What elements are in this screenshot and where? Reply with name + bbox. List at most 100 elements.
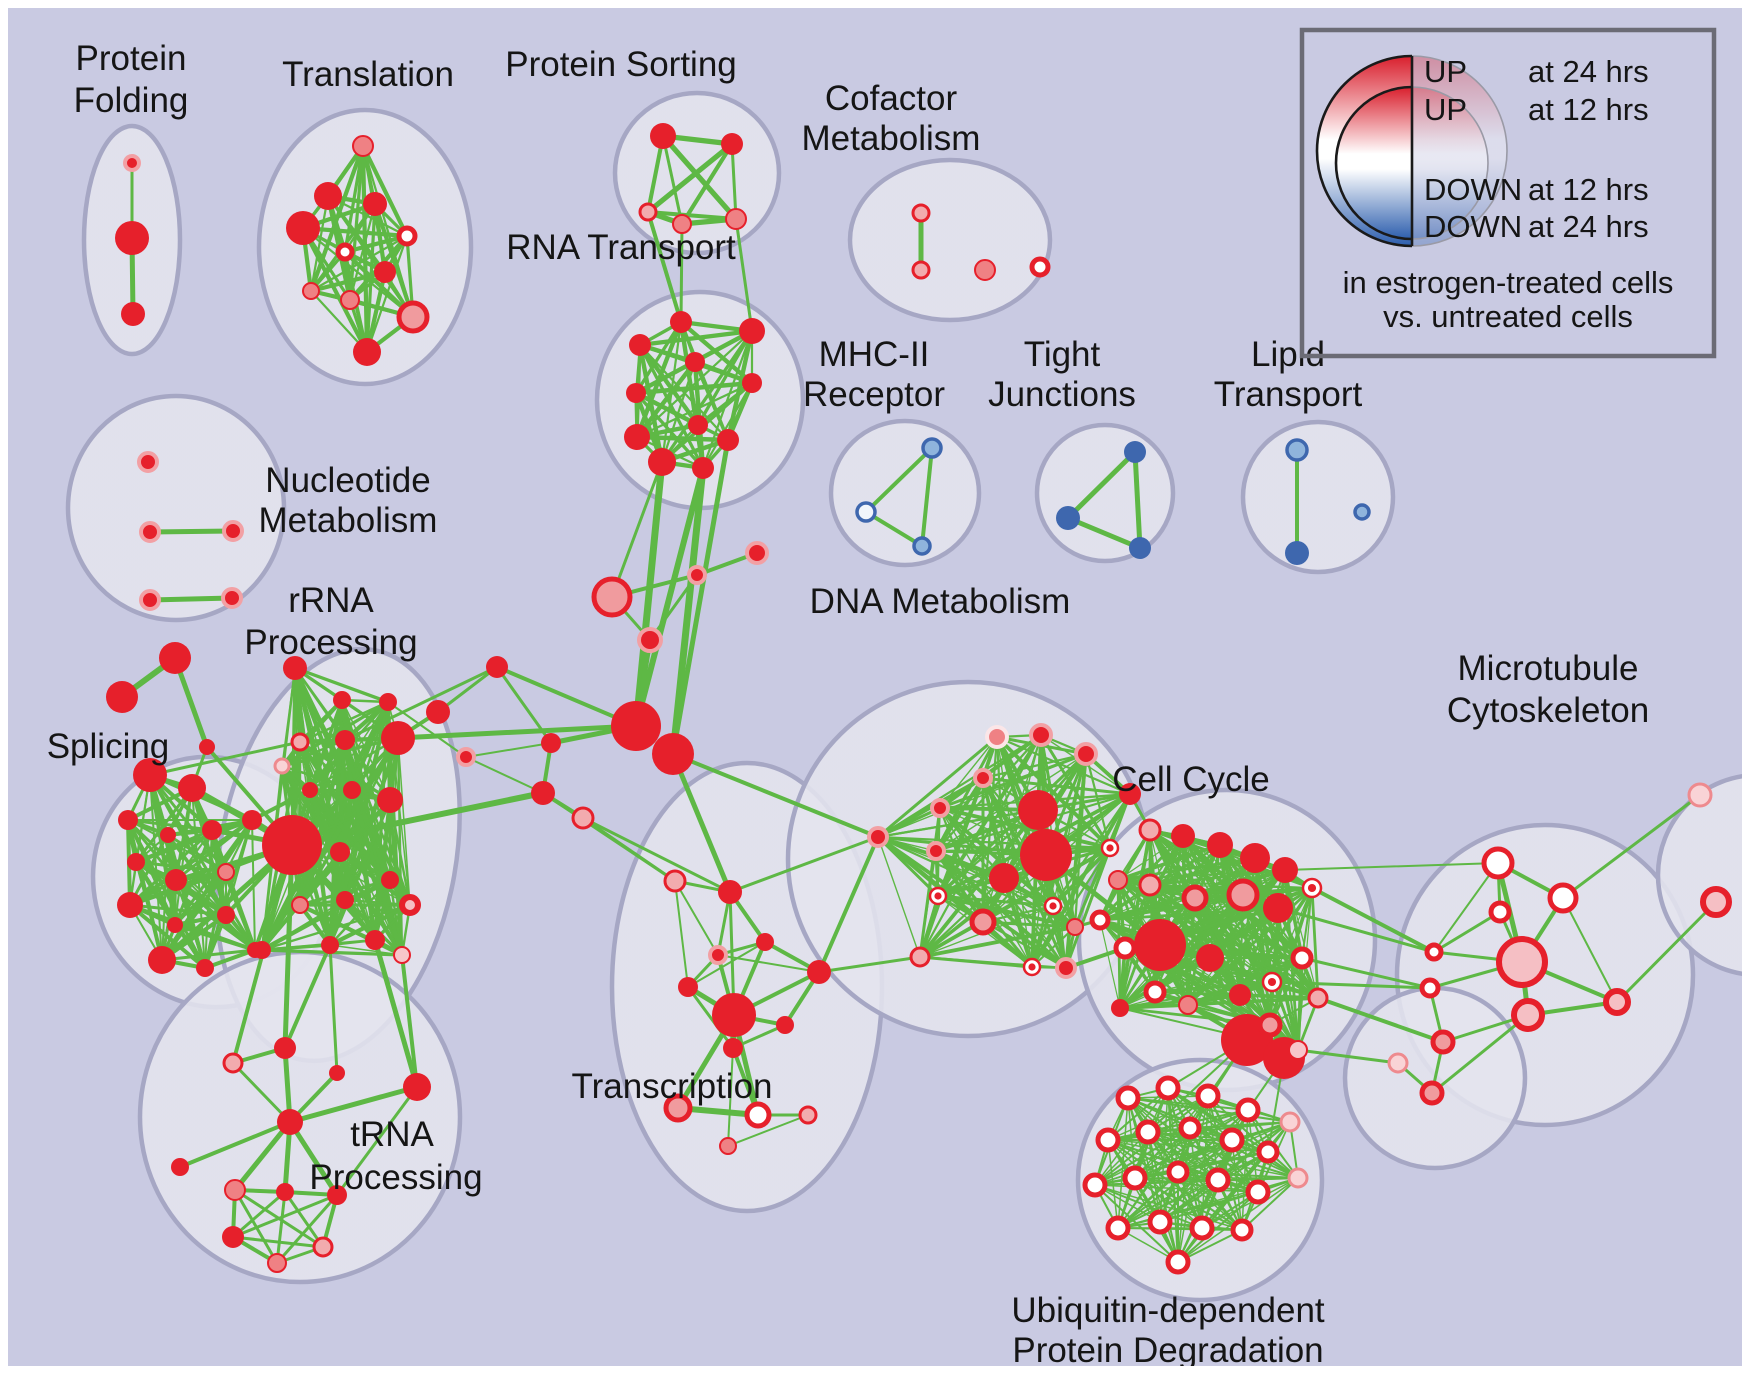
gene-node-mhc-ii-receptor-1	[855, 501, 877, 523]
gene-node-translation-0	[352, 135, 374, 157]
gene-node-connectors-18	[1419, 1080, 1445, 1106]
gene-node-transcription-2	[708, 945, 728, 965]
legend-direction-2: DOWN	[1424, 172, 1522, 207]
gene-node-trna-processing-11	[267, 1253, 287, 1273]
gene-node-core-cell-cycle-18	[1267, 977, 1277, 987]
gene-node-transcription-6	[712, 993, 756, 1037]
gene-node-connectors-6	[541, 733, 561, 753]
gene-node-protein-folding-0	[123, 154, 141, 172]
gene-node-splicing-13	[196, 959, 214, 977]
gene-node-ubiquitin-degradation-10	[1122, 1165, 1148, 1191]
gene-node-connectors-4	[611, 701, 661, 751]
gene-node-rrna-processing-4	[273, 757, 291, 775]
gene-node-rna-transport-3	[685, 352, 705, 372]
gene-node-trna-processing-6	[224, 1179, 246, 1201]
gene-node-ubiquitin-degradation-2	[1195, 1083, 1221, 1109]
gene-node-protein-folding-1	[115, 221, 149, 255]
gene-node-ubiquitin-degradation-0	[1115, 1085, 1141, 1111]
gene-node-trna-processing-7	[276, 1183, 294, 1201]
cluster-label-microtubule-cytoskeleton-line1: Cytoskeleton	[1447, 691, 1649, 730]
gene-node-splicing-7	[165, 869, 187, 891]
cluster-label-cell-cycle-line0: Cell Cycle	[1112, 760, 1270, 799]
gene-node-ubiquitin-degradation-4	[1095, 1127, 1121, 1153]
gene-node-microtubule-cytoskeleton-4	[1511, 998, 1545, 1032]
gene-node-rna-transport-7	[624, 424, 650, 450]
gene-node-ubiquitin-degradation-1	[1155, 1075, 1181, 1101]
cluster-ellipse-tight-junctions	[1034, 422, 1176, 564]
gene-node-cell-cycle-11	[1089, 909, 1111, 931]
cluster-label-nucleotide-metabolism-line0: Nucleotide	[265, 461, 430, 500]
gene-node-transcription-7	[776, 1016, 794, 1034]
gene-node-cell-cycle-1	[1171, 824, 1195, 848]
gene-node-tight-junctions-1	[1056, 506, 1080, 530]
gene-node-ubiquitin-degradation-5	[1135, 1119, 1161, 1145]
gene-node-translation-6	[374, 261, 396, 283]
gene-node-core-dna-metabolism-11	[1106, 844, 1114, 852]
gene-node-ubiquitin-degradation-8	[1256, 1140, 1280, 1164]
gene-node-nucleotide-metabolism-4	[221, 587, 243, 609]
cluster-label-tight-junctions-line0: Tight	[1024, 335, 1101, 374]
gene-node-splicing-12	[148, 946, 176, 974]
gene-node-cell-cycle-14	[1196, 944, 1224, 972]
gene-node-ubiquitin-degradation-15	[1147, 1209, 1173, 1235]
gene-node-dna-metabolism-7	[1018, 790, 1058, 830]
gene-node-lipid-transport-2	[1353, 503, 1371, 521]
cluster-label-protein-sorting-line0: Protein Sorting	[505, 45, 737, 84]
legend-time-0: at 24 hrs	[1528, 54, 1649, 89]
gene-node-splicing-11	[217, 906, 235, 924]
gene-node-ubiquitin-degradation-12	[1205, 1167, 1231, 1193]
legend-inner-disc-left	[1336, 87, 1412, 239]
gene-node-cell-cycle-19	[1290, 946, 1314, 970]
cluster-label-splicing-line0: Splicing	[47, 727, 170, 766]
legend-inner-disc-right	[1412, 87, 1488, 239]
legend-inner-outline-right	[1412, 86, 1489, 240]
gene-node-cell-cycle-4	[1272, 857, 1298, 883]
cluster-label-lipid-transport-line1: Transport	[1214, 375, 1363, 414]
cluster-label-tight-junctions-line1: Junctions	[988, 375, 1136, 414]
gene-node-microtubule-cytoskeleton-8	[1430, 1029, 1456, 1055]
gene-node-rrna-processing-5	[335, 730, 355, 750]
gene-node-rrna-processing-19	[393, 946, 411, 964]
gene-node-trna-processing-2	[329, 1065, 345, 1081]
cluster-label-cofactor-metabolism-line0: Cofactor	[825, 79, 958, 118]
gene-node-ubiquitin-degradation-11	[1166, 1160, 1190, 1184]
gene-node-trna-processing-8	[327, 1185, 347, 1205]
gene-node-core-dna-metabolism-12	[934, 892, 942, 900]
gene-node-protein-folding-2	[121, 302, 145, 326]
gene-node-microtubule-cytoskeleton-6	[1424, 942, 1444, 962]
gene-node-cell-cycle-12	[1113, 936, 1137, 960]
gene-node-dna-metabolism-8	[1020, 829, 1072, 881]
gene-node-dna-metabolism-1	[1029, 723, 1053, 747]
gene-node-ubiquitin-degradation-18	[1165, 1249, 1191, 1275]
gene-node-tight-junctions-0	[1124, 441, 1146, 463]
gene-node-rrna-processing-17	[253, 941, 271, 959]
gene-node-dna-metabolism-17	[1055, 957, 1077, 979]
gene-node-mhc-ii-receptor-2	[912, 536, 932, 556]
cluster-label-transcription-line0: Transcription	[572, 1067, 773, 1106]
gene-node-transcription-12	[719, 1137, 737, 1155]
cluster-label-trna-processing-line1: Processing	[309, 1158, 482, 1197]
gene-node-connectors-13	[106, 681, 138, 713]
gene-node-nucleotide-metabolism-0	[137, 451, 159, 473]
cluster-label-mhc-ii-receptor-line1: Receptor	[803, 375, 945, 414]
cluster-label-translation-line0: Translation	[282, 55, 454, 94]
gene-node-ubiquitin-degradation-17	[1230, 1218, 1254, 1242]
gene-node-ubiquitin-degradation-16	[1189, 1215, 1215, 1241]
gene-node-rrna-processing-11	[330, 842, 350, 862]
gene-node-connectors-2	[745, 541, 769, 565]
gene-node-rrna-processing-10	[262, 815, 322, 875]
gene-node-cofactor-metabolism-3	[1029, 256, 1051, 278]
gene-node-splicing-2	[118, 810, 138, 830]
gene-node-rna-transport-6	[688, 415, 708, 435]
cluster-label-dna-metabolism-line0: DNA Metabolism	[810, 582, 1071, 621]
gene-node-connectors-0	[591, 576, 633, 618]
gene-node-connectors-7	[531, 781, 555, 805]
gene-node-cofactor-metabolism-0	[911, 203, 931, 223]
cluster-label-trna-processing-line0: tRNA	[350, 1115, 434, 1154]
gene-node-splicing-0	[133, 758, 167, 792]
gene-node-cell-cycle-22	[1288, 1040, 1308, 1060]
gene-node-transcription-4	[807, 960, 831, 984]
gene-node-microtubule-cytoskeleton-2	[1488, 900, 1512, 924]
